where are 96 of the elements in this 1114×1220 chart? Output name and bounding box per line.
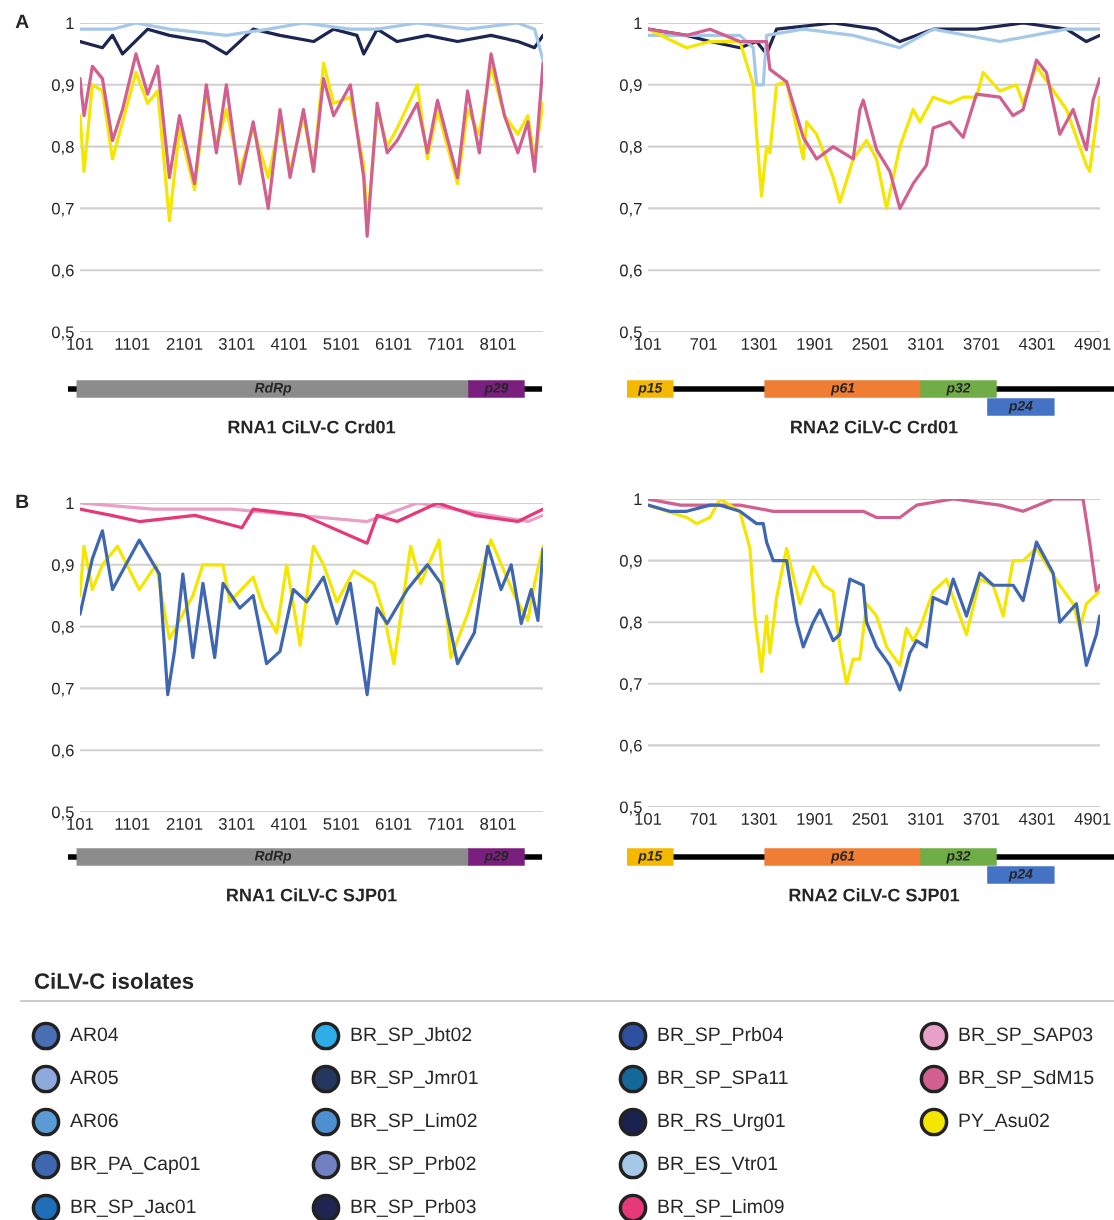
- x-tick-label: 5101: [323, 818, 360, 830]
- y-tick-label: 0,8: [619, 616, 642, 631]
- text: RNA1 CiLV-C SJP01: [227, 888, 397, 902]
- category-label: p24: [1008, 868, 1033, 882]
- x-tick-label: 701: [690, 338, 717, 350]
- category-label: BR_SP_Jmr01: [351, 1070, 478, 1088]
- text: CiLV-C isolates: [34, 972, 194, 989]
- category-label: BR_SP_Lim09: [658, 1198, 784, 1217]
- category-label: BR_SP_Lim02: [351, 1112, 477, 1131]
- line-series: [80, 529, 543, 697]
- x-tick-label: 3101: [908, 813, 944, 825]
- category-label: p15: [637, 851, 663, 864]
- x-tick-label: 1101: [115, 818, 150, 830]
- category-label: RdRp: [254, 382, 292, 396]
- x-tick-label: 3701: [963, 813, 1000, 825]
- category-label: p61: [830, 382, 855, 396]
- category-label: p29: [484, 850, 509, 864]
- category-label: AR05: [70, 1070, 118, 1085]
- category-label: AR06: [70, 1113, 118, 1128]
- x-tick-label: 7101: [428, 338, 464, 350]
- y-tick-label: 1: [66, 497, 74, 510]
- x-tick-label: 8101: [480, 818, 516, 830]
- x-tick-label: 1901: [797, 338, 833, 350]
- line-series: [80, 27, 543, 56]
- x-tick-label: 3101: [218, 338, 255, 350]
- x-tick-label: 1301: [741, 338, 777, 350]
- y-tick-label: 1: [634, 17, 642, 30]
- y-tick-label: 0,9: [619, 555, 642, 569]
- x-tick-label: 701: [690, 813, 717, 825]
- category-label: PY_Asu02: [959, 1113, 1049, 1131]
- x-tick-label: 3101: [218, 818, 255, 830]
- line-series: [80, 23, 543, 62]
- category-label: BR_ES_Vtr01: [658, 1156, 778, 1174]
- x-tick-label: 4901: [1074, 813, 1111, 825]
- x-tick-label: 5101: [323, 338, 360, 350]
- x-tick-label: 2501: [852, 813, 889, 825]
- x-tick-label: 1301: [741, 813, 777, 825]
- x-tick-label: 6101: [375, 338, 412, 350]
- category-label: BR_SP_SPa11: [658, 1070, 788, 1088]
- category-label: p15: [637, 383, 663, 396]
- category-label: p61: [830, 850, 855, 864]
- y-tick-label: 0,7: [619, 678, 642, 692]
- category-label: BR_PA_Cap01: [71, 1156, 200, 1175]
- y-tick-label: 1: [634, 493, 642, 506]
- y-tick-label: 0,6: [51, 264, 74, 279]
- line-series: [648, 499, 1100, 593]
- category-label: p32: [946, 850, 971, 864]
- y-tick-label: 0,6: [619, 264, 642, 279]
- category-label: BR_SP_Prb03: [351, 1198, 476, 1217]
- x-tick-label: 4101: [270, 818, 307, 830]
- category-label: BR_SP_Prb04: [658, 1026, 783, 1045]
- line-series: [648, 27, 1100, 210]
- x-tick-label: 4901: [1074, 338, 1111, 350]
- y-tick-label: 0,9: [51, 79, 74, 93]
- y-tick-label: 0,9: [51, 559, 74, 573]
- x-tick-label: 2101: [166, 338, 203, 350]
- x-tick-label: 8101: [480, 338, 516, 350]
- category-label: BR_SP_Jbt02: [351, 1026, 472, 1045]
- y-tick-label: 0,8: [51, 141, 74, 155]
- text: RNA1 CiLV-C Crd01: [228, 420, 396, 434]
- x-tick-label: 3101: [908, 338, 944, 350]
- y-tick-label: 0,7: [619, 202, 642, 217]
- text: A: [15, 14, 29, 29]
- y-tick-label: 1: [66, 17, 74, 30]
- x-tick-label: 1101: [115, 338, 150, 350]
- y-tick-label: 0,6: [619, 739, 642, 754]
- x-tick-label: 1901: [797, 813, 833, 825]
- category-label: BR_SP_Prb02: [351, 1155, 476, 1174]
- category-label: BR_SP_SdM15: [959, 1069, 1094, 1088]
- x-tick-label: 4301: [1018, 813, 1055, 825]
- x-tick-label: 7101: [428, 818, 464, 830]
- text: RNA2 CiLV-C Crd01: [791, 420, 958, 434]
- x-tick-label: 2101: [166, 818, 203, 830]
- text: RNA2 CiLV-C SJP01: [789, 888, 960, 902]
- x-tick-label: 4301: [1018, 338, 1055, 350]
- category-label: p32: [946, 382, 971, 396]
- y-tick-label: 0,8: [619, 141, 642, 155]
- x-tick-label: 2501: [852, 338, 889, 350]
- category-label: p29: [484, 382, 509, 396]
- x-tick-label: 3701: [963, 338, 1000, 350]
- y-tick-label: 0,9: [619, 79, 642, 93]
- y-tick-label: 0,7: [51, 682, 74, 697]
- line-series: [80, 503, 543, 545]
- category-label: RdRp: [254, 850, 292, 864]
- category-label: BR_SP_Jac01: [71, 1199, 196, 1217]
- y-tick-label: 0,8: [51, 621, 74, 635]
- category-label: BR_SP_SAP03: [959, 1027, 1093, 1045]
- category-label: AR04: [70, 1027, 119, 1042]
- x-tick-label: 6101: [375, 818, 412, 830]
- y-tick-label: 0,7: [51, 202, 74, 217]
- category-label: BR_RS_Urg01: [658, 1113, 785, 1132]
- text: B: [16, 494, 29, 509]
- line-series: [648, 27, 1100, 87]
- x-tick-label: 4101: [270, 338, 307, 350]
- y-tick-label: 0,6: [51, 744, 74, 759]
- category-label: p24: [1008, 400, 1033, 414]
